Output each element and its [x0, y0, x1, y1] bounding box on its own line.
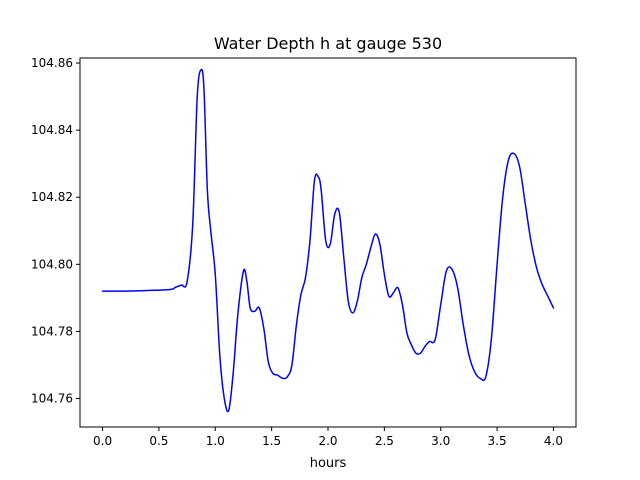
- plot-frame: [79, 57, 577, 428]
- x-tick-label-4: 2.0: [318, 434, 337, 448]
- y-tick-label-3: 104.82: [31, 190, 73, 204]
- x-tick-label-0: 0.0: [93, 434, 112, 448]
- y-tick-label-4: 104.84: [31, 123, 73, 137]
- tick-layer: 0.0 0.5 1.0 1.5 2.0 2.5 3.0 3.5 4.0 104.76 104.78 1…: [31, 56, 563, 448]
- x-tick-label-3: 1.5: [262, 434, 281, 448]
- series-line-0: [101, 68, 555, 413]
- y-tick-label-2: 104.80: [31, 257, 73, 271]
- x-tick-label-8: 4.0: [544, 434, 563, 448]
- x-tick-label-5: 2.5: [375, 434, 394, 448]
- x-axis-label: hours: [310, 456, 347, 471]
- y-tick-label-5: 104.86: [31, 56, 73, 70]
- x-tick-label-7: 3.5: [488, 434, 507, 448]
- chart-title: Water Depth h at gauge 530: [214, 34, 442, 53]
- series-layer: [101, 68, 555, 413]
- x-tick-label-6: 3.0: [431, 434, 450, 448]
- y-tick-label-1: 104.78: [31, 324, 73, 338]
- y-tick-label-0: 104.76: [31, 391, 73, 405]
- x-tick-label-1: 0.5: [149, 434, 168, 448]
- x-tick-label-2: 1.0: [206, 434, 225, 448]
